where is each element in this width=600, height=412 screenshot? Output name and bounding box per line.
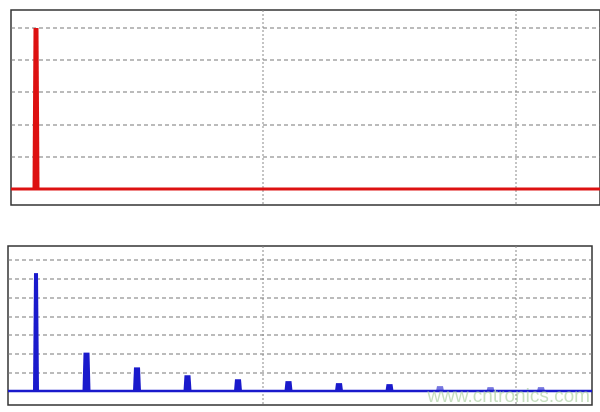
spectrum-peak <box>234 379 242 391</box>
spectrum-peak <box>385 384 394 391</box>
spectrum-peak <box>436 386 444 391</box>
spectrum-peak <box>33 273 39 391</box>
spectrum-peak <box>284 381 293 391</box>
plot-frame <box>10 9 600 206</box>
watermark: www.cntronics.com <box>426 386 590 407</box>
bottom-chart <box>7 245 593 406</box>
spectrum-peak <box>537 387 545 391</box>
spectrum-peak <box>335 383 343 391</box>
plot-frame <box>7 245 593 406</box>
spectrum-peak <box>32 28 40 189</box>
spectrum-peak <box>133 367 141 391</box>
spectrum-peak <box>183 375 192 391</box>
top-chart <box>10 9 600 206</box>
spectrum-peak <box>82 352 91 391</box>
spectrum-peak <box>486 387 495 391</box>
